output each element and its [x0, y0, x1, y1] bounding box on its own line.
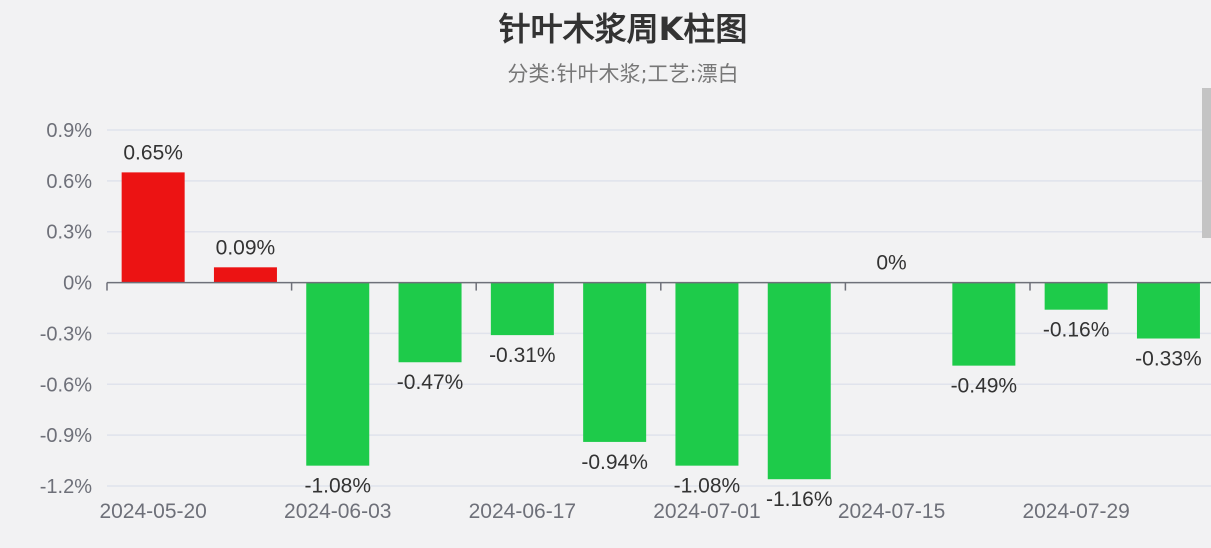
y-tick-label: -0.6% — [40, 374, 92, 396]
bar[interactable] — [1136, 282, 1200, 339]
x-tick-label: 2024-07-15 — [838, 500, 945, 523]
data-label: -0.94% — [581, 451, 648, 474]
data-label: 0.65% — [123, 141, 183, 164]
data-label: -0.47% — [397, 371, 464, 394]
y-tick-label: 0.9% — [46, 120, 92, 142]
data-label: -0.16% — [1043, 319, 1110, 342]
x-tick-label: 2024-06-03 — [284, 500, 391, 523]
bar[interactable] — [490, 282, 554, 336]
x-tick-label: 2024-07-01 — [653, 500, 760, 523]
y-tick-label: -1.2% — [40, 476, 92, 498]
bar[interactable] — [1044, 282, 1108, 310]
data-label: -0.33% — [1135, 348, 1202, 371]
grid-layer — [107, 129, 1211, 487]
bar[interactable] — [398, 282, 462, 363]
bar-layer — [121, 172, 1200, 480]
bar[interactable] — [583, 282, 647, 442]
bar[interactable] — [767, 282, 831, 480]
y-tick-label: -0.3% — [40, 323, 92, 345]
data-label: -1.08% — [304, 475, 371, 498]
x-tick-label: 2024-06-17 — [469, 500, 576, 523]
bar[interactable] — [952, 282, 1016, 366]
x-tick-label: 2024-07-29 — [1022, 500, 1129, 523]
x-tick-label: 2024-05-20 — [99, 500, 206, 523]
bar[interactable] — [213, 267, 277, 283]
y-tick-label: 0% — [63, 273, 92, 295]
data-label: -0.49% — [951, 375, 1018, 398]
scrollbar-thumb[interactable] — [1202, 88, 1211, 238]
data-label: -1.16% — [766, 488, 833, 511]
data-label: 0% — [876, 252, 906, 275]
bar[interactable] — [121, 172, 185, 283]
y-tick-label: -0.9% — [40, 425, 92, 447]
data-label: -0.31% — [489, 344, 556, 367]
y-tick-label: 0.6% — [46, 171, 92, 193]
data-label: -1.08% — [674, 475, 741, 498]
axis-layer: 0.9% 0.6% 0.3% 0% -0.3% -0.6% -0.9% -1.2% 2024-0… — [40, 120, 1211, 523]
bar[interactable] — [675, 282, 739, 466]
chart-subtitle: 分类:针叶木浆;工艺:漂白 — [507, 62, 739, 86]
bar[interactable] — [306, 282, 370, 466]
y-tick-label: 0.3% — [46, 222, 92, 244]
chart-title: 针叶木浆周K柱图 — [498, 10, 748, 48]
label-layer: 0.65% 0.09% -1.08% -0.47% -0.31% -0.94% -1.08%… — [123, 141, 1201, 511]
data-label: 0.09% — [216, 236, 276, 259]
